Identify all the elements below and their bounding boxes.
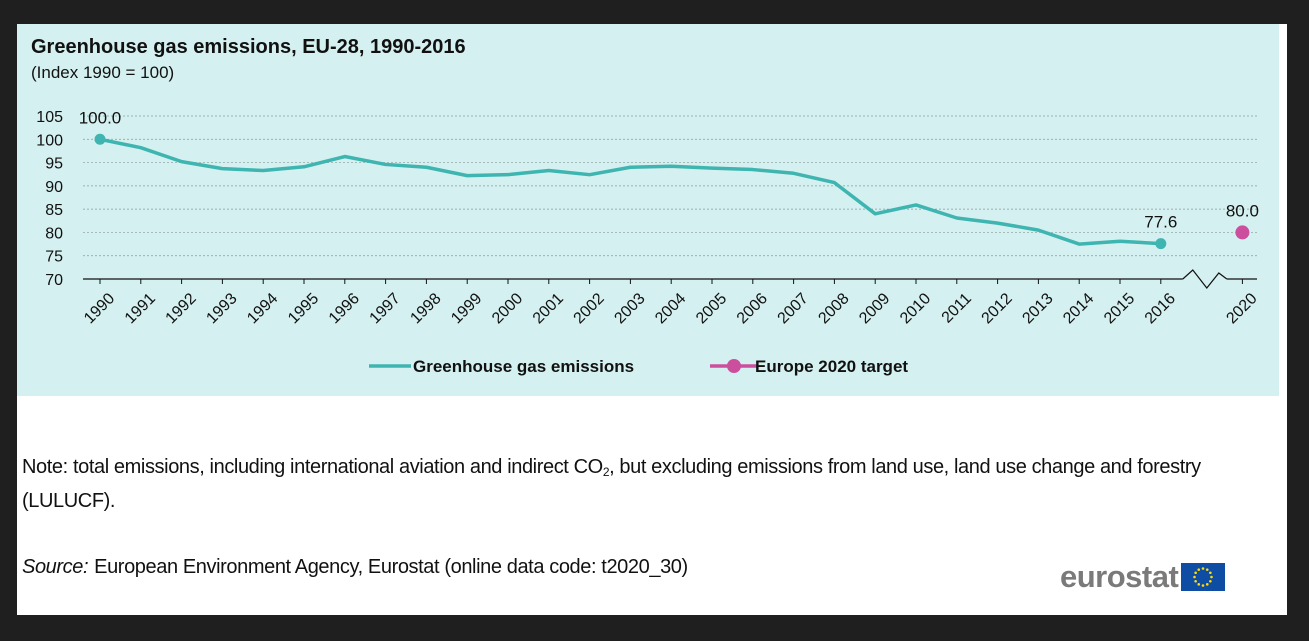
- x-tick-label: 2012: [979, 290, 1016, 327]
- source-text: European Environment Agency, Eurostat (o…: [94, 556, 688, 578]
- x-tick-label: 2014: [1060, 290, 1097, 327]
- legend-entry: Greenhouse gas emissions: [413, 357, 634, 376]
- x-tick-label: 1990: [81, 290, 118, 327]
- y-tick-label: 90: [45, 179, 63, 196]
- series-line-emissions: [99, 137, 1161, 246]
- y-tick-label: 70: [45, 272, 63, 289]
- x-tick-label: 1993: [203, 290, 240, 327]
- x-tick-label: 2010: [897, 290, 934, 327]
- x-tick-label: 2008: [815, 290, 852, 327]
- note-subscript: 2: [602, 465, 610, 479]
- x-tick-label: 1999: [448, 290, 485, 327]
- flag-star-icon: [1206, 568, 1209, 571]
- x-tick-label: 1994: [244, 290, 281, 327]
- note-text: Note: total emissions, including interna…: [22, 450, 1222, 518]
- flag-star-icon: [1194, 579, 1198, 583]
- x-tick-label: 2000: [489, 290, 526, 327]
- target-point-marker: [1235, 225, 1250, 240]
- x-tick-label: 2002: [571, 290, 608, 327]
- data-label: 100.0: [79, 108, 122, 127]
- note-text-before: Note: total emissions, including interna…: [22, 456, 603, 478]
- x-tick-label: 2005: [693, 290, 730, 327]
- x-tick-label: 2003: [611, 290, 648, 327]
- y-tick-label: 80: [45, 225, 63, 242]
- chart-panel: Greenhouse gas emissions, EU-28, 1990-20…: [17, 24, 1279, 396]
- x-tick-label: 1995: [285, 290, 322, 327]
- x-tick-label: 1996: [326, 290, 363, 327]
- flag-star-icon: [1197, 568, 1201, 571]
- flag-star-icon: [1206, 583, 1209, 586]
- x-tick-label: 2020: [1223, 290, 1260, 327]
- data-point-marker: [1155, 238, 1167, 250]
- data-label: 80.0: [1226, 201, 1259, 220]
- flag-star-icon: [1197, 583, 1201, 586]
- x-tick-label: 1992: [163, 290, 200, 327]
- eurostat-logo: eurostat: [1060, 559, 1226, 594]
- chart-title: Greenhouse gas emissions, EU-28, 1990-20…: [31, 36, 466, 58]
- flag-star-icon: [1202, 567, 1205, 570]
- source-line: Source: European Environment Agency, Euro…: [22, 556, 688, 579]
- eurostat-logo-text: eurostat: [1060, 559, 1179, 594]
- y-tick-label: 75: [45, 249, 63, 266]
- y-tick-label: 100: [36, 132, 63, 149]
- x-tick-label: 2009: [856, 290, 893, 327]
- chart-subtitle: (Index 1990 = 100): [31, 63, 175, 82]
- y-tick-label: 85: [45, 202, 63, 219]
- figure-frame: Greenhouse gas emissions, EU-28, 1990-20…: [17, 24, 1287, 615]
- data-point-marker: [94, 133, 106, 145]
- x-tick-label: 1997: [367, 290, 404, 327]
- x-tick-label: 2007: [775, 290, 812, 327]
- flag-star-icon: [1210, 575, 1214, 579]
- x-tick-label: 2016: [1142, 290, 1179, 327]
- x-tick-label: 1998: [407, 290, 444, 327]
- source-label: Source:: [22, 556, 89, 578]
- flag-star-icon: [1194, 571, 1198, 575]
- x-tick-label: 2011: [939, 290, 975, 326]
- x-tick-label: 1991: [122, 290, 159, 327]
- legend-swatch-marker: [727, 359, 741, 373]
- y-tick-label: 95: [45, 156, 63, 173]
- x-tick-label: 2001: [530, 290, 567, 327]
- x-tick-label: 2015: [1101, 290, 1138, 327]
- y-tick-label: 105: [36, 109, 63, 126]
- x-tick-label: 2013: [1019, 290, 1056, 327]
- x-tick-label: 2004: [652, 290, 689, 327]
- note-text-after: , but excluding emissions from land use,…: [22, 456, 1201, 512]
- axis-break-mark: [1182, 269, 1228, 289]
- data-label: 77.6: [1144, 213, 1177, 232]
- legend-entry: Europe 2020 target: [755, 357, 908, 376]
- flag-star-icon: [1209, 579, 1212, 583]
- flag-star-icon: [1193, 575, 1197, 579]
- eu-flag-icon: [1181, 563, 1226, 591]
- flag-star-icon: [1202, 584, 1205, 587]
- x-tick-label: 2006: [734, 290, 771, 327]
- flag-star-icon: [1209, 571, 1212, 575]
